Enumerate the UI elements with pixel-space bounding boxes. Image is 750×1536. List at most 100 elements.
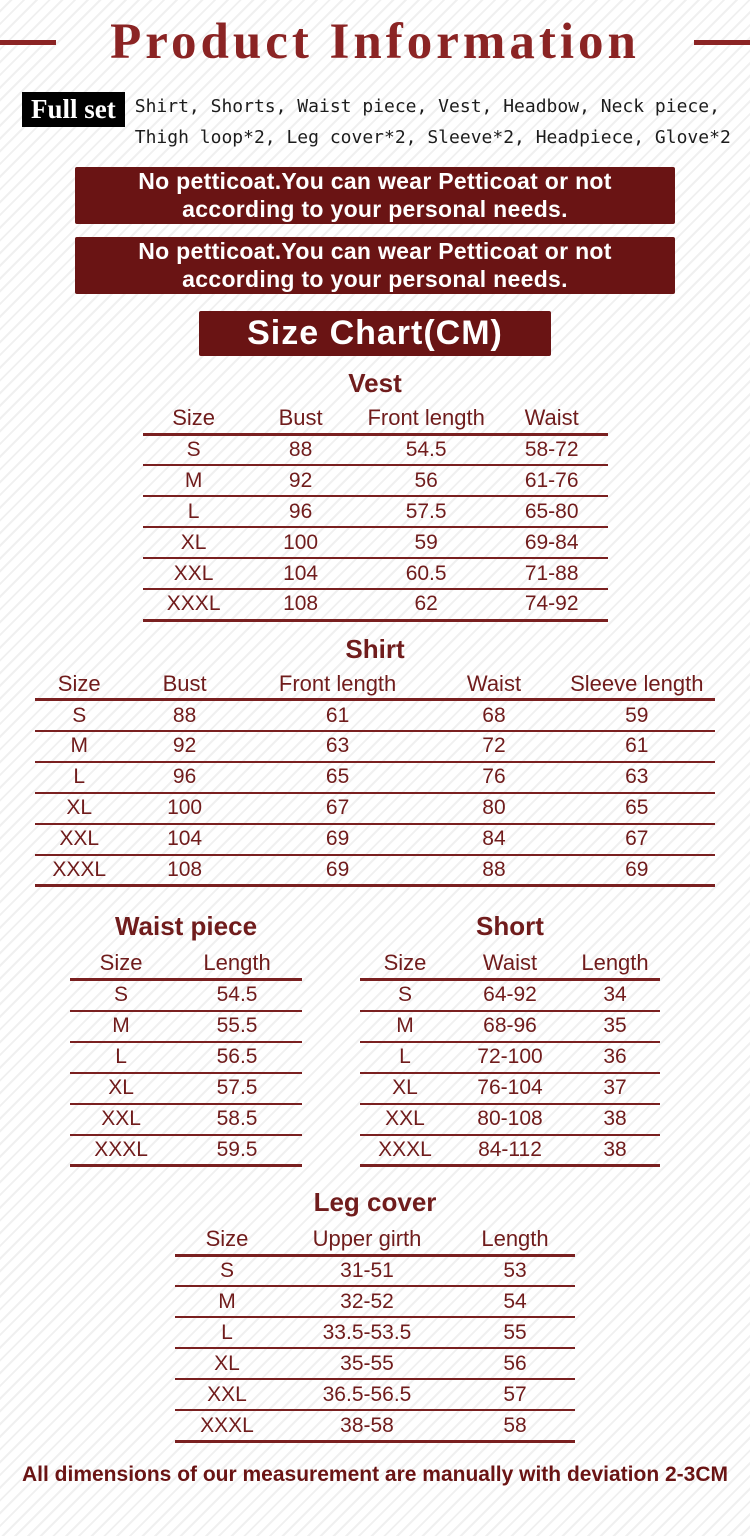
leg-cover-table-title: Leg cover — [313, 1187, 437, 1218]
column-header: Length — [570, 948, 660, 982]
table-cell: 54.5 — [356, 434, 496, 467]
petticoat-notice-banner: No petticoat.You can wear Petticoat or n… — [75, 167, 675, 224]
table-cell: 59.5 — [172, 1134, 302, 1168]
table-row: L 96 57.5 65-80 — [142, 496, 608, 529]
table-cell: 60.5 — [356, 558, 496, 591]
table-cell: 65-80 — [495, 496, 608, 529]
table-cell: 53 — [455, 1255, 575, 1288]
full-set-section: Full set Shirt, Shorts, Waist piece, Ves… — [22, 92, 740, 154]
table-row: M 32-52 54 — [175, 1286, 575, 1319]
column-header: Front length — [245, 668, 430, 702]
table-cell: M — [35, 730, 124, 763]
column-header: Upper girth — [279, 1224, 455, 1257]
page-title: Product Information — [110, 14, 640, 70]
table-cell: 69 — [558, 854, 715, 888]
table-row: XL 100 67 80 65 — [35, 792, 715, 825]
table-cell: 92 — [244, 465, 357, 498]
table-cell: 84 — [429, 823, 559, 856]
table-cell: M — [70, 1010, 173, 1043]
table-cell: XXXL — [360, 1134, 450, 1168]
table-cell: 76-104 — [450, 1072, 570, 1105]
table-row: XL 57.5 — [70, 1072, 302, 1105]
table-row: XXXL 108 62 74-92 — [142, 589, 608, 622]
short-table-title: Short — [476, 911, 544, 942]
title-right-dash — [694, 39, 750, 45]
table-cell: 56.5 — [172, 1041, 302, 1074]
table-cell: S — [360, 979, 450, 1012]
table-cell: M — [175, 1286, 279, 1319]
table-cell: 88 — [123, 699, 246, 732]
table-row: M 92 56 61-76 — [142, 465, 608, 498]
table-row: L 72-100 36 — [360, 1041, 660, 1074]
table-cell: XXL — [70, 1103, 173, 1136]
column-header: Size — [35, 668, 124, 702]
table-cell: XXL — [175, 1379, 279, 1412]
table-cell: 92 — [123, 730, 246, 763]
table-row: XXL 36.5-56.5 57 — [175, 1379, 575, 1412]
table-cell: 96 — [244, 496, 357, 529]
table-cell: S — [175, 1255, 279, 1288]
table-cell: 58 — [455, 1410, 575, 1443]
table-cell: XXL — [142, 558, 245, 591]
table-cell: L — [70, 1041, 173, 1074]
table-cell: 68-96 — [450, 1010, 570, 1043]
table-row: L 96 65 76 63 — [35, 761, 715, 794]
table-cell: 58.5 — [172, 1103, 302, 1136]
table-cell: 100 — [244, 527, 357, 560]
table-cell: XL — [70, 1072, 173, 1105]
table-cell: 31-51 — [279, 1255, 455, 1288]
table-cell: 72 — [429, 730, 559, 763]
table-cell: 69 — [245, 854, 430, 888]
table-cell: 104 — [244, 558, 357, 591]
table-header-row: Size Bust Front length Waist Sleeve length — [35, 668, 715, 702]
table-cell: 58-72 — [495, 434, 608, 467]
table-cell: 61 — [245, 699, 430, 732]
table-cell: S — [142, 434, 245, 467]
table-cell: XXXL — [70, 1134, 173, 1168]
table-row: S 88 54.5 58-72 — [142, 434, 608, 467]
table-cell: 57.5 — [172, 1072, 302, 1105]
table-cell: 65 — [558, 792, 715, 825]
table-row: XXL 104 60.5 71-88 — [142, 558, 608, 591]
table-cell: L — [360, 1041, 450, 1074]
waist-piece-section: Waist piece Size Length S 54.5 M 55.5 L 56.5 XL 5… — [70, 911, 302, 1168]
table-cell: 80 — [429, 792, 559, 825]
waist-piece-size-table: Size Length S 54.5 M 55.5 L 56.5 XL 57.5 XXL 58.5 XX… — [70, 948, 302, 1168]
short-size-table: Size Waist Length S 64-92 34 M 68-96 35 L 72-100 36… — [360, 948, 660, 1168]
short-section: Short Size Waist Length S 64-92 34 M 68-96 35 L 72… — [360, 911, 660, 1168]
column-header: Waist — [450, 948, 570, 982]
table-cell: XXXL — [35, 854, 124, 888]
table-cell: 35-55 — [279, 1348, 455, 1381]
table-row: M 92 63 72 61 — [35, 730, 715, 763]
vest-table-title: Vest — [348, 368, 402, 398]
table-cell: S — [35, 699, 124, 732]
table-cell: 55 — [455, 1317, 575, 1350]
column-header: Waist — [495, 403, 608, 436]
table-cell: 64-92 — [450, 979, 570, 1012]
table-cell: 68 — [429, 699, 559, 732]
table-cell: 33.5-53.5 — [279, 1317, 455, 1350]
full-set-label: Full set — [22, 92, 125, 128]
table-row: L 33.5-53.5 55 — [175, 1317, 575, 1350]
table-row: M 68-96 35 — [360, 1010, 660, 1043]
table-cell: L — [175, 1317, 279, 1350]
vest-size-table: Size Bust Front length Waist S 88 54.5 58-72 M 92… — [142, 403, 608, 622]
table-cell: 88 — [244, 434, 357, 467]
table-cell: XXXL — [175, 1410, 279, 1443]
table-header-row: Size Bust Front length Waist — [142, 403, 608, 436]
title-left-dash — [0, 39, 56, 45]
column-header: Bust — [244, 403, 357, 436]
waist-short-row: Waist piece Size Length S 54.5 M 55.5 L 56.5 XL 5… — [0, 911, 750, 1168]
column-header: Size — [142, 403, 245, 436]
full-set-description: Shirt, Shorts, Waist piece, Vest, Headbo… — [134, 96, 731, 149]
table-cell: 57 — [455, 1379, 575, 1412]
table-cell: 71-88 — [495, 558, 608, 591]
column-header: Sleeve length — [558, 668, 715, 702]
size-chart-heading: Size Chart(CM) — [199, 311, 551, 356]
table-cell: L — [142, 496, 245, 529]
table-cell: 108 — [244, 589, 357, 622]
table-cell: 61 — [558, 730, 715, 763]
table-header-row: Size Upper girth Length — [175, 1224, 575, 1257]
table-cell: 88 — [429, 854, 559, 888]
